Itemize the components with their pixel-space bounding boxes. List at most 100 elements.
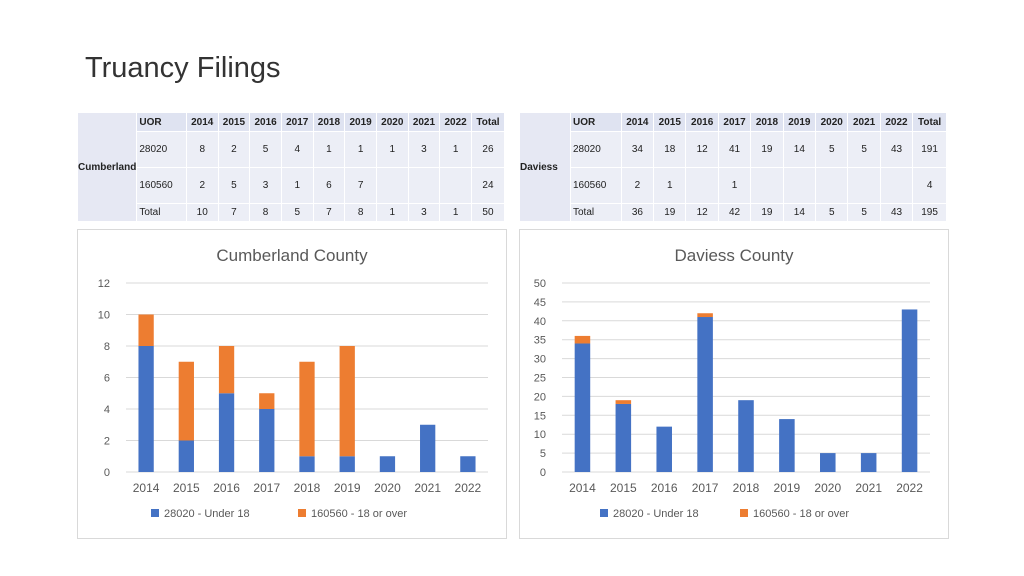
x-tick-label: 2015 [610, 481, 637, 495]
x-tick-label: 2018 [294, 481, 321, 495]
table-cell [408, 167, 441, 204]
table-row: 160560 2 5 3 1 6 7 24 [78, 167, 506, 204]
y-tick-label: 6 [104, 373, 110, 385]
legend-label: 160560 - 18 or over [311, 508, 407, 520]
x-tick-label: 2017 [692, 481, 719, 495]
table-cell: 1 [281, 167, 314, 204]
table-cell [815, 167, 849, 204]
table-cell: 5 [218, 167, 251, 204]
total-cell: 8 [249, 203, 282, 222]
total-cell: 7 [218, 203, 251, 222]
table-cell: 28020 [570, 131, 622, 168]
total-cell: 19 [653, 203, 687, 222]
table-header-row: Daviess UOR 2014 2015 2016 2017 2018 2019 2020 2… [520, 113, 947, 222]
y-tick-label: 45 [534, 297, 546, 309]
bar-18-or-over-2015 [615, 400, 632, 404]
total-cell: Total [570, 203, 622, 222]
table-cell: 2 [186, 167, 219, 204]
table-cell: 12 [685, 131, 719, 168]
bar-under-18-2020 [379, 456, 396, 472]
table-total-row: Total 10 7 8 5 7 8 1 3 1 50 [78, 203, 506, 222]
bar-under-18-2019 [779, 419, 795, 472]
total-cell: 195 [912, 203, 947, 222]
bar-18-or-over-2016 [218, 346, 235, 394]
header-cell: 2014 [186, 113, 219, 132]
header-cell: 2014 [621, 113, 655, 132]
total-cell: 50 [471, 203, 506, 222]
table-cell: 14 [783, 131, 817, 168]
x-tick-label: 2014 [133, 481, 160, 495]
table-cell: 5 [249, 131, 282, 168]
total-cell: 36 [621, 203, 655, 222]
table-cell: 7 [344, 167, 377, 204]
y-tick-label: 2 [104, 436, 110, 448]
table-cell: 5 [847, 131, 881, 168]
table-cell: 160560 [136, 167, 187, 204]
bar-18-or-over-2014 [574, 335, 591, 344]
header-cell: Total [471, 113, 506, 132]
table-cell: 1 [718, 167, 752, 204]
x-tick-label: 2014 [569, 481, 596, 495]
bar-under-18-2016 [656, 426, 672, 472]
y-tick-label: 30 [534, 354, 546, 366]
x-tick-label: 2022 [896, 481, 923, 495]
table-cell [439, 167, 472, 204]
legend-swatch [298, 509, 306, 517]
table-cell [847, 167, 881, 204]
legend-swatch [740, 509, 748, 517]
table-cell: 3 [408, 131, 441, 168]
table-cell: 41 [718, 131, 752, 168]
x-tick-label: 2019 [774, 481, 801, 495]
legend-label: 28020 - Under 18 [164, 508, 250, 520]
total-cell: 5 [847, 203, 881, 222]
header-cell: 2020 [376, 113, 409, 132]
x-tick-label: 2020 [814, 481, 841, 495]
table-cell: 1 [653, 167, 687, 204]
table-cell: 160560 [570, 167, 622, 204]
total-cell: 1 [376, 203, 409, 222]
x-tick-label: 2016 [213, 481, 240, 495]
x-tick-label: 2022 [455, 481, 482, 495]
total-cell: 8 [344, 203, 377, 222]
daviess-chart: Daviess County 0 5 10 15 20 25 30 35 40 45 50 2014 20… [534, 246, 930, 520]
x-tick-label: 2017 [253, 481, 280, 495]
bar-under-18-2017 [697, 317, 713, 472]
table-cell: 2 [621, 167, 655, 204]
table-total-row: Total 36 19 12 42 19 14 5 5 43 195 [520, 203, 947, 222]
header-cell: 2016 [249, 113, 282, 132]
table-cell: 43 [880, 131, 914, 168]
header-cell: 2021 [847, 113, 881, 132]
y-tick-label: 25 [534, 373, 546, 385]
header-cell: 2015 [653, 113, 687, 132]
table-cell: 5 [815, 131, 849, 168]
header-cell: UOR [570, 113, 622, 132]
bar-18-or-over-2014 [138, 314, 154, 346]
header-cell: Total [912, 113, 947, 132]
y-tick-label: 15 [534, 410, 546, 422]
table-cell: 26 [471, 131, 506, 168]
table-row: 28020 8 2 5 4 1 1 1 3 1 26 [78, 131, 506, 168]
x-tick-label: 2020 [374, 481, 401, 495]
total-cell: Total [136, 203, 187, 222]
header-cell: 2018 [750, 113, 784, 132]
table-cell: 1 [344, 131, 377, 168]
total-cell: 5 [281, 203, 314, 222]
y-tick-label: 0 [540, 467, 546, 479]
cumberland-table: Cumberland UOR 2014 2015 2016 2017 2018 2019 20… [78, 113, 506, 222]
bar-under-18-2020 [820, 453, 836, 472]
table-cell: 3 [249, 167, 282, 204]
bar-under-18-2021 [860, 453, 877, 472]
x-tick-label: 2021 [855, 481, 882, 495]
total-cell: 3 [408, 203, 441, 222]
table-cell: 2 [218, 131, 251, 168]
x-tick-label: 2021 [414, 481, 441, 495]
total-cell: 12 [685, 203, 719, 222]
bar-under-18-2015 [178, 440, 194, 472]
y-tick-label: 20 [534, 391, 546, 403]
bar-under-18-2014 [574, 343, 591, 472]
table-cell [750, 167, 784, 204]
page-title: Truancy Filings [85, 52, 281, 84]
bar-under-18-2014 [138, 346, 154, 472]
total-cell: 5 [815, 203, 849, 222]
header-cell: 2019 [344, 113, 377, 132]
